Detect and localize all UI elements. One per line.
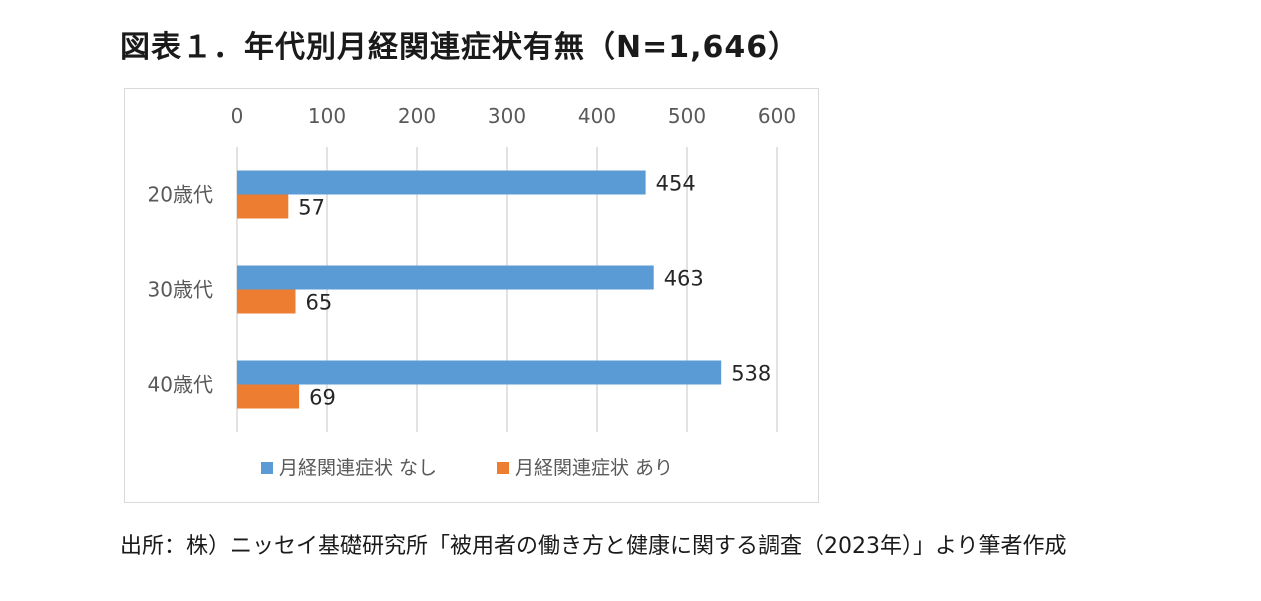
bar <box>237 170 646 195</box>
chart-frame: 0 100 200 300 400 500 600 20歳代 30歳代 40歳代 454 57 46… <box>124 88 819 503</box>
bar <box>237 360 722 385</box>
data-labels: 454 57 463 65 538 69 <box>298 172 771 410</box>
x-tick-label: 500 <box>668 104 706 128</box>
data-label: 538 <box>731 362 771 386</box>
legend: 月経関連症状 なし 月経関連症状 あり <box>261 457 673 479</box>
data-label: 57 <box>298 196 325 220</box>
legend-swatch <box>497 462 509 474</box>
legend-label: 月経関連症状 あり <box>515 457 673 479</box>
x-axis-ticks: 0 100 200 300 400 500 600 <box>231 104 796 128</box>
bar <box>237 384 300 409</box>
data-label: 463 <box>664 267 704 291</box>
category-label: 40歳代 <box>148 373 213 397</box>
x-tick-label: 600 <box>758 104 796 128</box>
x-tick-label: 300 <box>488 104 526 128</box>
bar <box>237 265 654 290</box>
category-label: 20歳代 <box>148 183 213 207</box>
legend-label: 月経関連症状 なし <box>279 457 437 479</box>
bar <box>237 289 296 314</box>
x-tick-label: 0 <box>231 104 244 128</box>
bars <box>237 170 722 409</box>
data-label: 454 <box>656 172 696 196</box>
source-note: 出所：株）ニッセイ基礎研究所「被用者の働き方と健康に関する調査（2023年）」よ… <box>120 534 1067 559</box>
data-label: 69 <box>309 386 336 410</box>
x-tick-label: 200 <box>398 104 436 128</box>
x-tick-label: 100 <box>308 104 346 128</box>
category-labels: 20歳代 30歳代 40歳代 <box>148 183 213 397</box>
data-label: 65 <box>306 291 333 315</box>
figure-title: 図表１．年代別月経関連症状有無（N=1,646） <box>120 30 800 65</box>
bar <box>237 194 289 219</box>
x-tick-label: 400 <box>578 104 616 128</box>
category-label: 30歳代 <box>148 278 213 302</box>
bar-chart: 0 100 200 300 400 500 600 20歳代 30歳代 40歳代 454 57 46… <box>148 104 797 479</box>
legend-swatch <box>261 462 273 474</box>
